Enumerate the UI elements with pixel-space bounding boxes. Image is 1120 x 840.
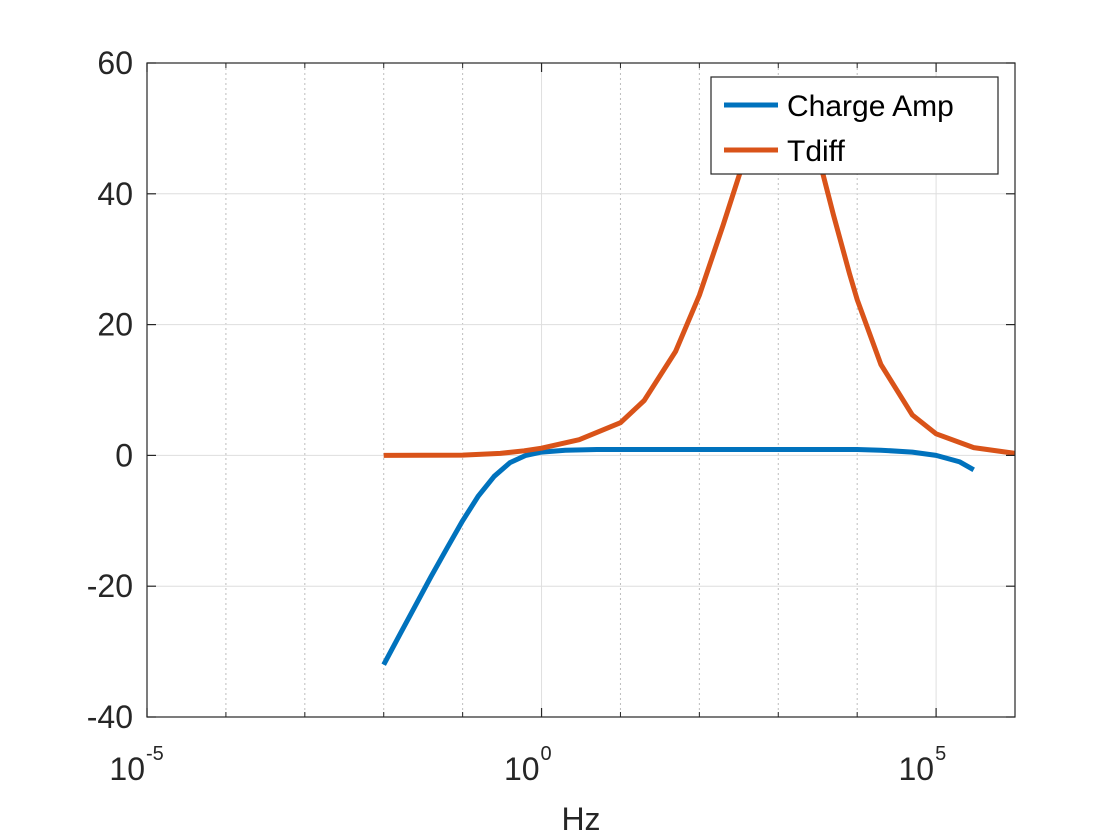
legend: Charge Amp Tdiff xyxy=(710,76,999,175)
y-tick-label: 40 xyxy=(97,176,133,212)
y-tick-label: 60 xyxy=(97,45,133,81)
y-tick-label: 20 xyxy=(97,307,133,343)
x-tick-label: 10 0 xyxy=(504,743,552,787)
x-axis-title: Hz xyxy=(561,801,600,837)
series-line-charge-amp xyxy=(381,447,975,666)
y-tick-label: 0 xyxy=(115,437,133,473)
x-tick-label-base: 10 xyxy=(504,751,540,787)
legend-label-charge-amp: Charge Amp xyxy=(787,90,954,123)
plot-frame xyxy=(146,62,1016,718)
legend-label-tdiff: Tdiff xyxy=(787,135,845,168)
y-tick-label: -20 xyxy=(87,568,133,604)
x-tick-label-exponent: 5 xyxy=(935,743,946,765)
axis-ticks xyxy=(146,62,1016,718)
x-tick-label-exponent: 0 xyxy=(541,743,552,765)
x-tick-label: 10 -5 xyxy=(109,743,163,787)
x-tick-label: 10 5 xyxy=(898,743,946,787)
legend-box xyxy=(710,76,999,175)
x-tick-label-base: 10 xyxy=(898,751,934,787)
x-tick-label-exponent: -5 xyxy=(146,743,164,765)
y-tick-label: -40 xyxy=(87,699,133,735)
x-tick-label-base: 10 xyxy=(109,751,145,787)
